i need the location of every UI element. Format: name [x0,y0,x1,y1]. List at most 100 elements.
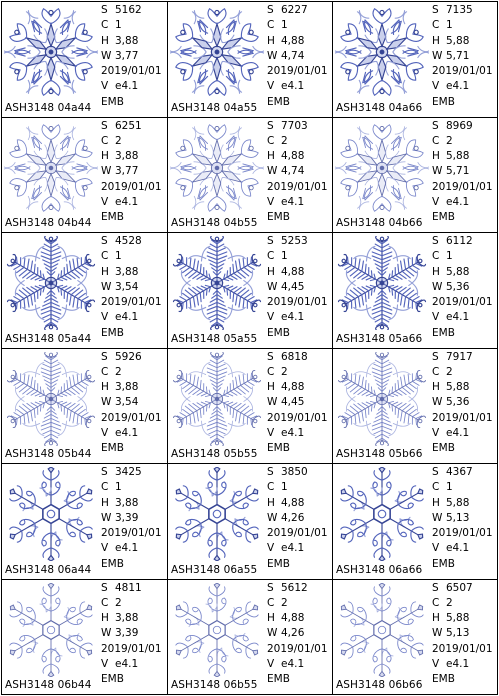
file-format: EMB [432,211,455,224]
stitch-count-label: S [432,581,439,594]
stitch-count: 6818 [281,350,308,363]
design-date: 2019/01/01 [101,296,162,309]
design-date: 2019/01/01 [432,296,493,309]
version-label: V [101,195,109,208]
stitch-count: 8969 [446,119,473,132]
color-count: 2 [446,134,453,147]
height-value-row: H 3,88 [101,496,162,511]
snowflake-embroidery-thumbnail [6,236,96,330]
stitch-count: 4367 [446,466,473,478]
file-format: EMB [101,95,124,108]
file-format: EMB [101,326,124,339]
stitch-count-row: S 6818 [267,350,328,365]
stitch-count-label: S [432,235,439,247]
height-value-label: H [432,381,440,394]
stitch-count: 7135 [446,4,473,16]
stitch-count: 5162 [115,4,142,16]
design-date: 2019/01/01 [101,411,162,424]
height-value-label: H [267,381,275,394]
design-code: ASH3148 05b44 [5,448,92,460]
stitch-count: 7917 [446,350,473,363]
design-code: ASH3148 05a66 [336,332,423,345]
height-value: 3,88 [115,150,139,163]
design-date: 2019/01/01 [432,411,493,424]
snowflake-embroidery-thumbnail [170,8,264,96]
height-value-label: H [101,265,109,278]
color-count-label: C [101,134,109,147]
height-value-label: H [101,34,109,47]
design-date: 2019/01/01 [432,527,493,540]
file-format: EMB [267,95,290,108]
design-code: ASH3148 04a66 [336,101,423,114]
color-count: 1 [446,19,453,32]
file-format: EMB [267,442,290,455]
height-value-label: H [267,265,275,278]
stitch-count-label: S [432,350,439,363]
version-label: V [432,80,440,93]
stitch-count-row: S 6251 [101,119,162,134]
file-format: EMB [432,673,455,686]
height-value-row: H 4,88 [267,34,328,49]
height-value-row: H 5,88 [432,611,493,626]
width-value-label: W [267,627,278,640]
color-count: 1 [115,19,122,32]
height-value: 3,88 [115,612,139,625]
width-value-row: W 5,36 [432,395,493,410]
height-value: 5,88 [446,496,470,509]
height-value-label: H [101,150,109,163]
stitch-count-row: S 6112 [432,234,493,249]
file-format: EMB [432,95,455,108]
stitch-count-row: S 3850 [267,465,328,480]
design-code: ASH3148 05b66 [336,448,423,460]
stitch-count-row: S 4528 [101,234,162,249]
stitch-count-row: S 5253 [267,234,328,249]
design-code: ASH3148 06b44 [5,679,92,691]
color-count: 2 [281,596,288,609]
height-value-label: H [267,34,275,47]
design-code: ASH3148 04b44 [5,217,92,229]
design-code: ASH3148 06a66 [336,563,423,576]
snowflake-embroidery-thumbnail [175,467,259,561]
stitch-count-row: S 4811 [101,581,162,596]
version-label: V [432,195,440,208]
stitch-count-label: S [101,235,108,247]
file-format: EMB [432,326,455,339]
stitch-count-label: S [101,581,108,594]
width-value: 3,39 [115,511,139,524]
width-value-label: W [267,280,278,293]
snowflake-embroidery-thumbnail [335,123,429,212]
height-value-row: H 5,88 [432,496,493,511]
version-value: e4.1 [115,195,139,208]
snowflake-embroidery-thumbnail [338,351,426,446]
stitch-count-label: S [267,350,274,363]
width-value-row: W 3,77 [101,49,162,64]
width-value: 4,45 [281,396,305,409]
